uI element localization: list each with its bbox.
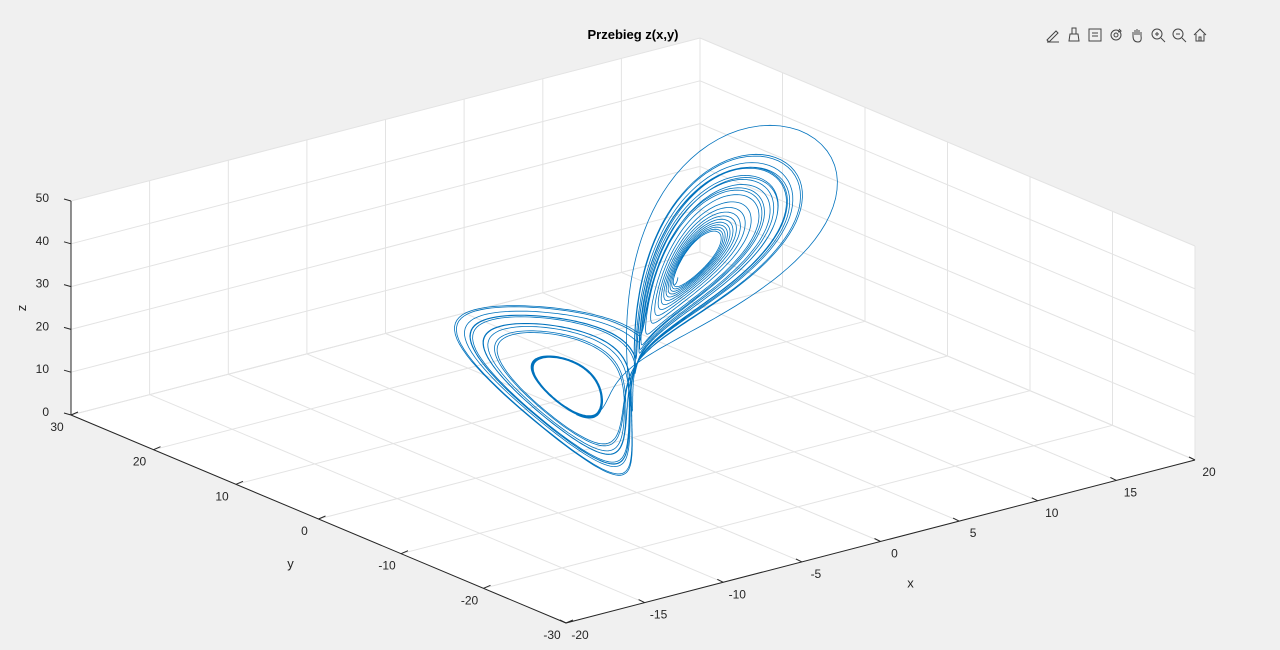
- z-tick-mark: [63, 284, 72, 288]
- x-axis-label: x: [907, 576, 914, 591]
- z-tick-label: 50: [36, 191, 50, 205]
- z-tick-label: 30: [36, 277, 50, 291]
- z-tick-label: 0: [42, 405, 49, 419]
- x-tick-mark: [638, 599, 645, 604]
- home-icon[interactable]: [1190, 25, 1209, 45]
- y-tick-mark: [153, 446, 161, 451]
- y-tick-mark: [565, 619, 574, 624]
- z-tick-mark: [63, 241, 72, 245]
- brush-icon[interactable]: [1064, 25, 1083, 45]
- axes-3d[interactable]: -20-15-10-505101520-30-20-10010203001020…: [14, 37, 1216, 642]
- z-tick-mark: [63, 369, 72, 373]
- grid-line: [318, 355, 948, 520]
- x-tick-mark: [1031, 497, 1039, 502]
- grid-line: [699, 165, 1196, 375]
- z-tick-label: 40: [36, 234, 50, 248]
- axes-toolbar: [1043, 24, 1209, 46]
- grid-line: [70, 123, 701, 288]
- zoom-in-icon[interactable]: [1148, 25, 1167, 45]
- z-axis-label: z: [14, 305, 29, 312]
- grid-line: [699, 251, 1196, 461]
- grid-line: [483, 424, 1113, 589]
- x-tick-label: -5: [811, 567, 822, 581]
- x-tick-label: 20: [1202, 465, 1216, 479]
- grid-line: [70, 80, 701, 245]
- grid-line: [70, 251, 701, 416]
- y-tick-label: 0: [301, 524, 308, 538]
- y-tick-mark: [318, 515, 326, 520]
- data-tips-icon[interactable]: [1085, 25, 1104, 45]
- y-tick-label: 30: [50, 420, 64, 434]
- x-tick-label: -10: [729, 587, 747, 601]
- y-tick-mark: [70, 411, 79, 416]
- grid-line: [400, 390, 1031, 555]
- y-tick-label: -10: [378, 559, 396, 573]
- y-tick-mark: [483, 584, 491, 589]
- z-tick-mark: [63, 326, 72, 330]
- y-tick-label: 10: [215, 489, 229, 503]
- y-axis-label: y: [287, 556, 294, 571]
- grid-line: [70, 165, 701, 330]
- x-tick-mark: [717, 578, 724, 583]
- x-tick-label: 10: [1045, 506, 1059, 520]
- grid-line: [235, 320, 866, 485]
- x-tick-mark: [1188, 456, 1196, 461]
- z-tick-label: 20: [36, 319, 50, 333]
- chart-title: Przebieg z(x,y): [587, 27, 678, 42]
- zoom-out-icon[interactable]: [1169, 25, 1188, 45]
- grid-line: [153, 286, 783, 451]
- edit-icon[interactable]: [1043, 25, 1062, 45]
- x-tick-label: -20: [571, 628, 589, 642]
- y-tick-label: 20: [133, 455, 147, 469]
- rotate-icon[interactable]: [1106, 25, 1125, 45]
- y-tick-label: -20: [461, 593, 479, 607]
- grid-line: [699, 80, 1196, 290]
- grid-line: [699, 37, 1196, 247]
- x-tick-label: -15: [650, 608, 668, 622]
- y-tick-label: -30: [543, 628, 561, 642]
- grid-line: [699, 123, 1196, 333]
- z-tick-mark: [63, 412, 72, 416]
- grid-line: [70, 208, 701, 373]
- x-tick-label: 5: [970, 526, 977, 540]
- x-tick-mark: [1110, 476, 1117, 481]
- x-tick-label: 15: [1124, 485, 1138, 499]
- y-tick-mark: [400, 550, 409, 555]
- trajectory-line: [454, 124, 838, 476]
- grid-line: [70, 37, 701, 202]
- x-tick-mark: [795, 558, 803, 563]
- x-tick-mark: [952, 517, 960, 522]
- z-tick-mark: [63, 198, 72, 202]
- z-tick-label: 10: [36, 362, 50, 376]
- pan-icon[interactable]: [1127, 25, 1146, 45]
- x-tick-label: 0: [891, 547, 898, 561]
- x-tick-mark: [559, 619, 567, 624]
- y-tick-mark: [235, 480, 244, 485]
- x-tick-mark: [874, 538, 881, 542]
